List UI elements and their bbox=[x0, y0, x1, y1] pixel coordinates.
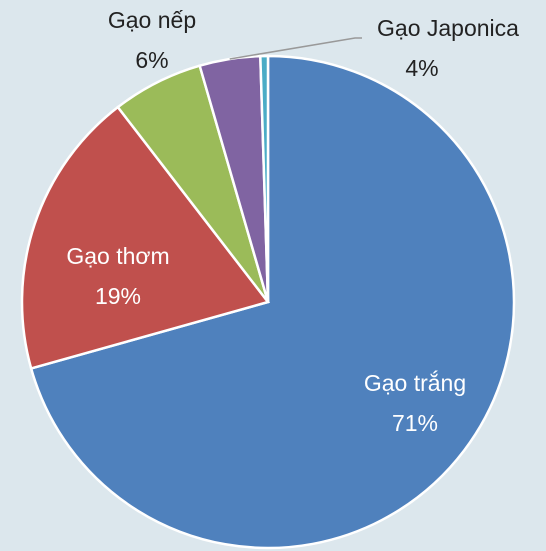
value-label: 6% bbox=[135, 47, 168, 73]
value-label: 71% bbox=[392, 410, 438, 436]
leader-line bbox=[229, 37, 362, 60]
pie-slice bbox=[20, 105, 271, 370]
value-label: 19% bbox=[95, 283, 141, 309]
category-label: Gạo trắng bbox=[364, 370, 466, 396]
pie-slice bbox=[29, 54, 516, 550]
pie-slice bbox=[259, 54, 270, 303]
category-label: Gạo thơm bbox=[66, 243, 169, 269]
value-label: 4% bbox=[405, 55, 438, 81]
category-label: Gạo Japonica bbox=[377, 15, 519, 41]
category-label: Gạo nếp bbox=[108, 7, 196, 33]
